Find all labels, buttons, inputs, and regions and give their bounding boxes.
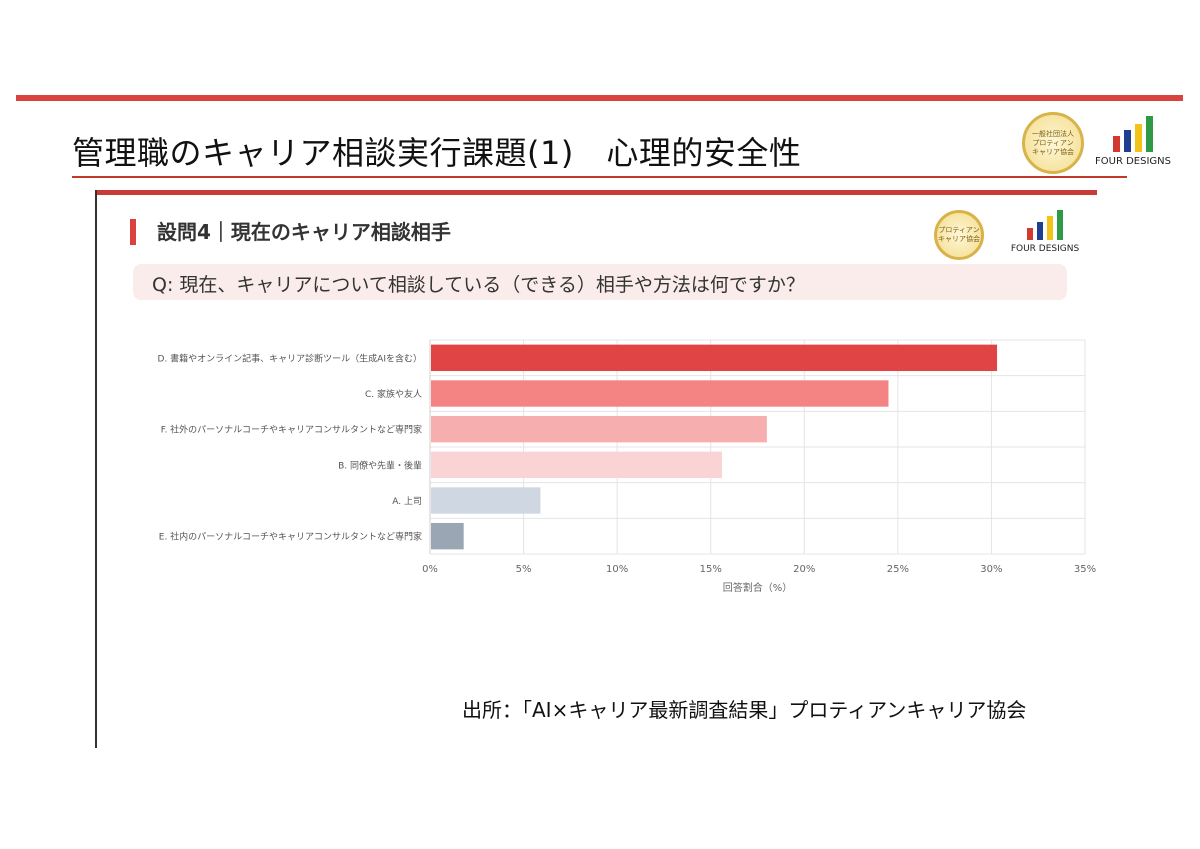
four-designs-logo: FOUR DESIGNS (1093, 116, 1173, 167)
section-accent-mark (130, 219, 136, 245)
x-tick-label: 5% (516, 564, 532, 575)
x-tick-label: 30% (980, 564, 1002, 575)
category-label: E. 社内のパーソナルコーチやキャリアコンサルタントなど専門家 (159, 531, 422, 543)
four-designs-bars-icon (1093, 116, 1173, 152)
category-label: D. 書籍やオンライン記事、キャリア診断ツール（生成AIを含む） (158, 352, 422, 364)
category-label: B. 同僚や先輩・後輩 (338, 459, 422, 471)
bar-3 (431, 451, 722, 479)
protean-career-logo: 一般社団法人 プロティアン キャリア協会 (1022, 112, 1084, 174)
protean-logo-small-text: 一般社団法人 (1032, 129, 1074, 138)
category-label: C. 家族や友人 (365, 388, 422, 400)
protean-logo-name-1: プロティアン (1032, 138, 1074, 147)
x-tick-label: 15% (700, 564, 722, 575)
title-underline (72, 176, 1127, 178)
x-tick-label: 25% (887, 564, 909, 575)
question-box (133, 264, 1067, 300)
bar-0 (431, 344, 998, 372)
slide-title: 管理職のキャリア相談実行課題(1) 心理的安全性 (72, 134, 802, 172)
protean-logo-small-name-1: プロティアン (938, 226, 980, 234)
source-citation: 出所：「AI×キャリア最新調査結果」プロティアンキャリア協会 (462, 698, 1027, 722)
bar-5 (431, 522, 464, 550)
four-designs-text: FOUR DESIGNS (1095, 156, 1171, 167)
panel-top-border (95, 190, 1097, 195)
bar-2 (431, 415, 767, 443)
four-designs-text-small: FOUR DESIGNS (1010, 244, 1080, 254)
category-label: F. 社外のパーソナルコーチやキャリアコンサルタントなど専門家 (161, 424, 422, 436)
top-rule (16, 95, 1183, 101)
protean-career-logo-small: プロティアン キャリア協会 (934, 210, 984, 260)
x-tick-label: 35% (1074, 564, 1096, 575)
section-heading: 設問4｜現在のキャリア相談相手 (157, 220, 451, 244)
x-tick-label: 20% (793, 564, 815, 575)
four-designs-logo-small: FOUR DESIGNS (1005, 210, 1085, 254)
protean-logo-small-name-2: キャリア協会 (938, 235, 980, 243)
category-label: A. 上司 (392, 496, 422, 507)
panel-left-border (95, 190, 97, 748)
question-text: Q: 現在、キャリアについて相談している（できる）相手や方法は何ですか？ (152, 274, 805, 296)
bar-1 (431, 380, 889, 407)
four-designs-bars-icon-small (1005, 210, 1085, 240)
bar-4 (431, 487, 541, 514)
x-tick-label: 10% (606, 564, 628, 575)
bar-chart: 0% 5% 10% 15% 20% 25% 30% 35% D. 書籍やオンライン記事、キャリア… (158, 339, 1096, 594)
x-axis-title: 回答割合（%） (723, 581, 793, 594)
x-tick-label: 0% (422, 564, 438, 575)
protean-logo-name-2: キャリア協会 (1032, 147, 1074, 156)
